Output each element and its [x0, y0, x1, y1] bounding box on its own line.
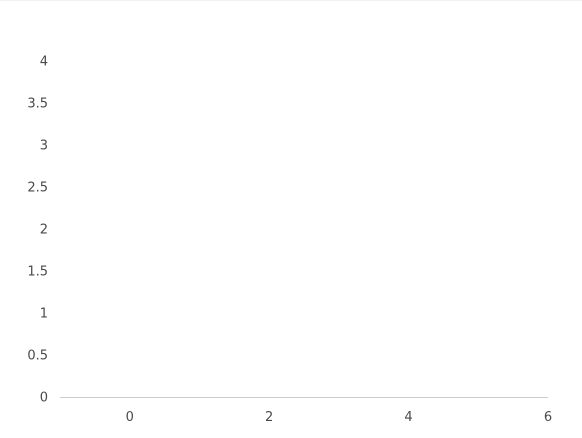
x-tick-label: 0	[126, 410, 134, 425]
x-axis-ticks: 0 2 4 6	[126, 410, 553, 425]
x-tick-label: 2	[265, 410, 273, 425]
y-tick-label: 1	[40, 307, 48, 322]
y-tick-label: 2	[40, 223, 48, 238]
x-tick-label: 6	[544, 410, 552, 425]
y-tick-label: 1.5	[27, 265, 48, 280]
x-tick-label: 4	[404, 410, 412, 425]
top-border	[0, 0, 582, 1]
y-tick-label: 0.5	[27, 349, 48, 364]
y-axis-ticks: 0 0.5 1 1.5 2 2.5 3 3.5 4	[27, 55, 48, 406]
y-tick-label: 3.5	[27, 97, 48, 112]
y-tick-label: 3	[40, 139, 48, 154]
y-tick-label: 2.5	[27, 181, 48, 196]
y-tick-label: 4	[40, 55, 48, 70]
y-tick-label: 0	[40, 391, 48, 406]
